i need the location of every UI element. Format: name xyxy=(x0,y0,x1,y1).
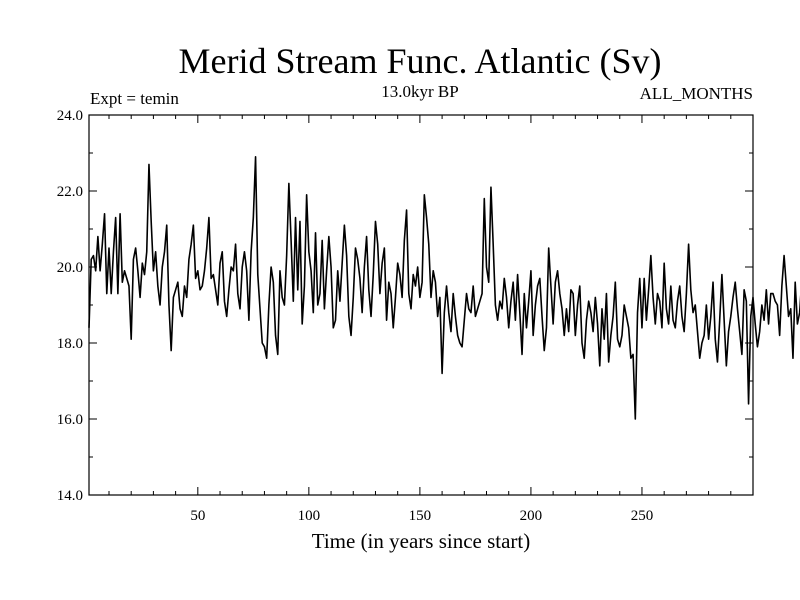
experiment-label: Expt = temin xyxy=(90,89,179,108)
y-tick-label: 16.0 xyxy=(57,412,83,428)
x-tick-label: 50 xyxy=(190,508,205,524)
months-label: ALL_MONTHS xyxy=(640,84,753,103)
chart-title: Merid Stream Func. Atlantic (Sv) xyxy=(179,41,662,81)
y-tick-label: 14.0 xyxy=(57,488,83,504)
x-axis: 50 100 150 200 250 xyxy=(108,115,732,524)
y-tick-label: 24.0 xyxy=(57,108,83,124)
series-line xyxy=(88,156,800,420)
x-tick-label: 150 xyxy=(409,508,432,524)
x-tick-label: 200 xyxy=(520,508,543,524)
y-tick-label: 18.0 xyxy=(57,336,83,352)
y-tick-label: 20.0 xyxy=(57,260,83,276)
y-axis: 14.0 16.0 18.0 20.0 22.0 24.0 xyxy=(57,108,753,504)
series-layer xyxy=(88,156,800,420)
period-label: 13.0kyr BP xyxy=(381,82,458,101)
x-tick-label: 250 xyxy=(631,508,654,524)
x-axis-label: Time (in years since start) xyxy=(312,529,531,553)
y-tick-label: 22.0 xyxy=(57,184,83,200)
x-tick-label: 100 xyxy=(298,508,321,524)
